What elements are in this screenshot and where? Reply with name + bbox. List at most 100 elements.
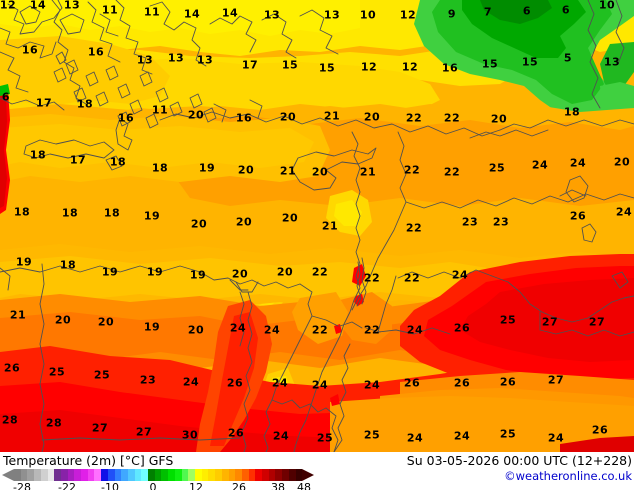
temperature-label: 26 (591, 423, 609, 437)
temperature-label: 18 (59, 258, 77, 272)
temperature-label: 12 (0, 0, 17, 12)
temperature-label: 26 (226, 376, 244, 390)
temperature-label: 24 (363, 378, 381, 392)
temperature-label: 13 (263, 8, 281, 22)
scale-arrow-left-icon (2, 469, 14, 481)
temperature-label: 16 (235, 111, 253, 125)
temperature-label: 21 (359, 165, 377, 179)
temperature-label: 26 (403, 376, 421, 390)
scale-swatches (14, 469, 303, 481)
temperature-label: 24 (406, 323, 424, 337)
scale-swatch (121, 469, 128, 481)
map-raster (0, 0, 634, 452)
temperature-label: 24 (263, 323, 281, 337)
temperature-label: 22 (403, 163, 421, 177)
temperature-label: 24 (272, 429, 290, 443)
temperature-label: 21 (279, 164, 297, 178)
temperature-map[interactable]: 12 14 13 11 11 14 14 13 13 10 12 9 7 6 6 10 16 16 13 13 13 17… (0, 0, 634, 452)
temperature-label: 10 (598, 0, 616, 12)
scale-swatch (141, 469, 149, 481)
temperature-label: 6 (561, 3, 571, 17)
temperature-label: 11 (143, 5, 161, 19)
temperature-label: 13 (603, 55, 621, 69)
temperature-label: 15 (481, 57, 499, 71)
temperature-label: 17 (35, 96, 53, 110)
temperature-label: 19 (143, 320, 161, 334)
temperature-label: 18 (563, 105, 581, 119)
temperature-label: 11 (151, 103, 169, 117)
scale-tick: 38 (271, 481, 285, 490)
temperature-label: 12 (360, 60, 378, 74)
temperature-bands (0, 0, 634, 452)
temperature-label: 28 (1, 413, 19, 427)
scale-swatch (201, 469, 209, 481)
scale-swatch (87, 469, 95, 481)
temperature-label: 20 (190, 217, 208, 231)
temperature-label: 15 (318, 61, 336, 75)
scale-swatch (114, 469, 122, 481)
scale-swatch (208, 469, 216, 481)
temperature-label: 13 (323, 8, 341, 22)
scale-tick: -10 (101, 481, 119, 490)
scale-swatch (248, 469, 256, 481)
temperature-label: 14 (29, 0, 47, 12)
forecast-timestamp: Su 03-05-2026 00:00 UTC (12+228) (406, 453, 632, 468)
temperature-label: 24 (451, 268, 469, 282)
temperature-label: 23 (139, 373, 157, 387)
temperature-label: 24 (271, 376, 289, 390)
temperature-label: 24 (453, 429, 471, 443)
map-footer: Temperature (2m) [°C] GFS Su 03-05-2026 … (0, 452, 634, 490)
temperature-label: 27 (135, 425, 153, 439)
temperature-label: 26 (3, 361, 21, 375)
temperature-label: 14 (221, 6, 239, 20)
temperature-label: 18 (29, 148, 47, 162)
scale-tick: -28 (13, 481, 31, 490)
scale-swatch (60, 469, 68, 481)
temperature-label: 22 (311, 323, 329, 337)
temperature-color-scale[interactable]: -28 -22 -10 0 12 26 38 48 (2, 469, 314, 490)
temperature-label: 13 (136, 53, 154, 67)
temperature-label: 24 (531, 158, 549, 172)
scale-swatch (81, 469, 88, 481)
temperature-label: 19 (101, 265, 119, 279)
temperature-label: 18 (61, 206, 79, 220)
temperature-label: 18 (109, 155, 127, 169)
temperature-label: 20 (235, 215, 253, 229)
temperature-label: 18 (151, 161, 169, 175)
temperature-label: 22 (363, 323, 381, 337)
temperature-label: 26 (453, 376, 471, 390)
temperature-label: 26 (569, 209, 587, 223)
temperature-label: 19 (189, 268, 207, 282)
temperature-label: 24 (569, 156, 587, 170)
temperature-label: 20 (363, 110, 381, 124)
temperature-label: 22 (405, 111, 423, 125)
temperature-label: 5 (563, 51, 573, 65)
temperature-label: 16 (21, 43, 39, 57)
temperature-label: 25 (499, 313, 517, 327)
scale-swatch (275, 469, 283, 481)
temperature-label: 24 (615, 205, 633, 219)
coastlines-and-borders (0, 0, 634, 452)
scale-swatch (161, 469, 169, 481)
temperature-label: 20 (97, 315, 115, 329)
temperature-label: 23 (492, 215, 510, 229)
temperature-label: 6 (522, 4, 532, 18)
scale-swatch (295, 469, 303, 481)
temperature-label: 24 (311, 378, 329, 392)
temperature-label: 25 (48, 365, 66, 379)
scale-tick: 48 (297, 481, 311, 490)
temperature-label: 22 (405, 221, 423, 235)
scale-swatch (20, 469, 28, 481)
scale-swatch (127, 469, 135, 481)
scale-arrow-right-icon (302, 469, 314, 481)
temperature-label: 9 (447, 7, 457, 21)
temperature-label: 20 (311, 165, 329, 179)
temperature-label: 24 (406, 431, 424, 445)
temperature-label: 16 (117, 111, 135, 125)
temperature-label: 14 (183, 7, 201, 21)
temperature-label: 20 (281, 211, 299, 225)
temperature-label: 30 (181, 428, 199, 442)
temperature-label: 26 (453, 321, 471, 335)
temperature-label: 12 (401, 60, 419, 74)
